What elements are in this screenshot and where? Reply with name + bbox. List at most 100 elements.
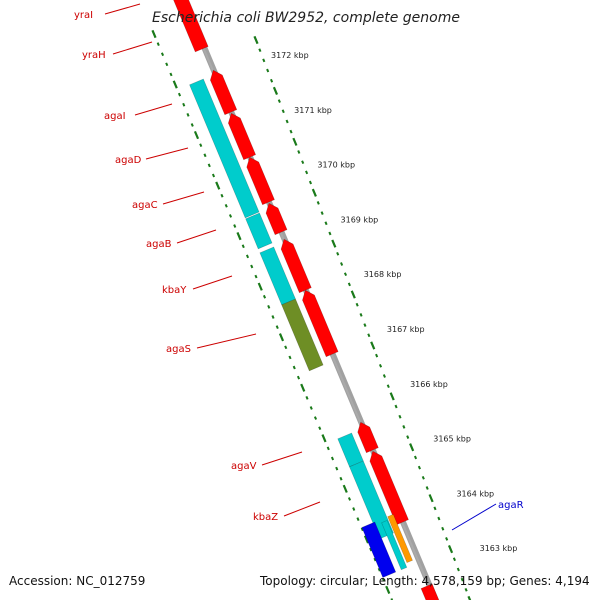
gene-feature [387,513,413,564]
tick-mark [402,425,406,429]
tick-mark [160,52,165,57]
tick-mark [156,42,160,46]
tick-mark [352,507,356,511]
outer-tick-ruler [151,29,394,600]
gene-feature [281,298,324,372]
label-leader-line [192,275,233,290]
tick-mark [215,181,221,190]
tick-mark [373,557,377,562]
tick-mark [460,577,464,582]
tick-mark [324,221,328,226]
tick-mark [296,375,301,380]
tick-mark [330,456,335,461]
tick-mark [343,272,348,277]
tick-mark [437,516,441,521]
label-leader-line [196,333,257,349]
tick-mark [406,435,410,439]
tick-mark [266,68,270,73]
tick-mark [417,465,421,470]
label-leader-line [451,503,497,531]
tick-mark [425,486,429,490]
tick-mark [245,254,250,259]
label-leader-line [261,451,303,466]
ruler-label: 3171 kbp [294,106,332,115]
cds-feature [369,450,409,526]
gene-label-yrah: yraH [82,50,106,61]
tick-mark [433,506,437,511]
tick-mark [336,251,340,256]
tick-mark [165,62,169,67]
tick-mark [313,416,318,420]
tick-mark [377,567,381,572]
tick-mark [386,384,390,389]
tick-mark [421,475,425,480]
tick-mark [182,102,186,107]
gene-label-agas: agaS [166,344,191,355]
tick-mark [258,48,262,53]
tick-mark [250,264,254,269]
tick-mark [236,232,242,241]
tick-mark [335,466,339,471]
label-leader-line [145,147,189,160]
tick-mark [271,315,275,319]
tick-mark [428,494,434,503]
label-leader-line [283,501,321,517]
tick-mark [367,333,371,338]
tick-mark [254,274,258,279]
tick-mark [288,355,292,360]
tick-mark [369,547,373,552]
cds-feature [302,289,339,358]
tick-mark [375,353,379,358]
tick-mark [305,395,309,400]
tick-mark [190,123,194,127]
gene-feature [337,432,364,468]
tick-mark [398,414,402,419]
tick-mark [300,383,306,392]
tick-mark [328,231,332,236]
ruler-label: 3167 kbp [387,325,425,334]
gene-label-yrai: yraI [74,10,93,21]
gene-label-agai: agaI [104,111,126,122]
tick-mark [342,484,348,493]
gene-labels: yraI yraH agaI agaD agaC agaB kbaY agaS agaV kbaZ… [74,3,524,531]
tick-mark [320,211,324,215]
tick-mark [359,313,363,317]
tick-mark [169,72,173,77]
tick-mark [394,404,398,409]
tick-mark [326,446,330,451]
tick-mark [267,305,271,309]
tick-mark [199,143,203,148]
tick-mark [262,58,266,63]
tick-mark [275,325,279,329]
inner-tick-ruler [253,35,472,600]
tick-mark [270,78,274,83]
genome-title: Escherichia coli BW2952, complete genome [152,10,460,26]
tick-mark [413,455,418,460]
tick-mark [305,170,309,175]
tick-mark [347,497,352,501]
label-leader-line [162,191,205,205]
label-leader-line [176,229,217,244]
gene-feature [245,212,273,250]
tick-mark [292,137,298,146]
tick-mark [241,244,245,249]
gene-feature [189,78,260,219]
tick-mark [309,406,313,410]
tick-mark [151,29,157,39]
tick-mark [177,92,182,97]
tick-mark [308,180,313,185]
tick-mark [278,333,285,342]
tick-mark [292,365,296,370]
accession-text: Accession: NC_012759 [9,574,146,588]
cds-feature [265,202,288,236]
tick-mark [347,282,351,287]
cds-feature [228,112,257,161]
tick-mark [289,129,293,134]
tick-mark [339,476,343,481]
tick-mark [350,290,356,299]
tick-mark [385,585,391,595]
tick-mark [441,526,445,531]
tick-mark [355,302,359,307]
tick-mark [382,374,386,378]
